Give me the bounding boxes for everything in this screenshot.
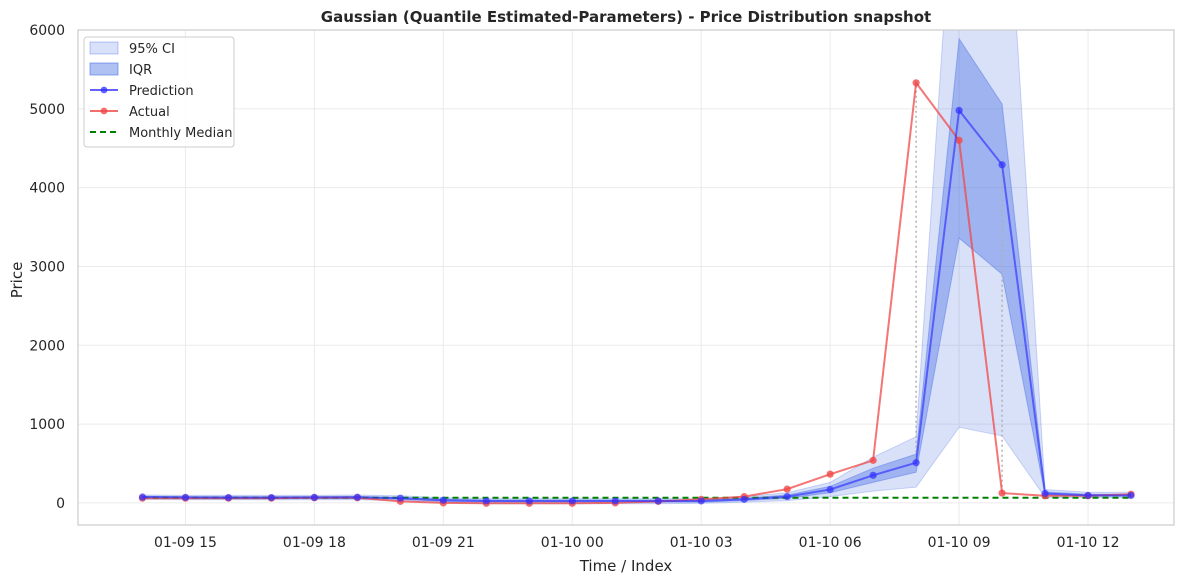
x-tick-label: 01-09 18 xyxy=(283,535,346,551)
prediction-point xyxy=(697,497,705,505)
prediction-point xyxy=(912,459,920,467)
chart-title: Gaussian (Quantile Estimated-Parameters)… xyxy=(321,8,931,26)
prediction-point xyxy=(310,493,318,502)
prediction-point xyxy=(396,494,404,502)
prediction-point xyxy=(525,497,533,505)
actual-point xyxy=(912,79,920,87)
prediction-point xyxy=(826,485,834,494)
x-axis-label: Time / Index xyxy=(579,557,673,575)
prediction-point xyxy=(998,161,1006,169)
legend-swatch-95-ci xyxy=(89,41,119,55)
prediction-point xyxy=(740,495,748,503)
x-tick-label: 01-10 00 xyxy=(541,535,604,551)
prediction-point xyxy=(869,471,877,479)
legend-box xyxy=(83,36,235,148)
y-tick-label: 5000 xyxy=(29,102,65,118)
plot-frame xyxy=(77,29,1175,526)
grid-lines xyxy=(78,29,1174,525)
y-tick-label: 3000 xyxy=(29,259,65,275)
legend-swatch-iqr xyxy=(89,62,119,76)
actual-point xyxy=(998,489,1006,497)
prediction-point xyxy=(568,497,576,505)
plot-area xyxy=(138,30,1135,507)
prediction-point xyxy=(611,497,619,505)
legend-label-iqr: IQR xyxy=(129,63,152,78)
prediction-point xyxy=(1127,491,1135,500)
y-tick-label: 2000 xyxy=(29,338,65,354)
y-tick-label: 4000 xyxy=(29,181,65,197)
y-tick-label: 1000 xyxy=(29,417,65,433)
y-tick-label: 0 xyxy=(56,496,65,512)
prediction-point xyxy=(181,493,190,502)
legend-marker-prediction xyxy=(100,86,108,94)
y-axis-label: Price xyxy=(8,262,26,299)
prediction-point xyxy=(138,493,147,501)
legend: 95% CI IQR Prediction Actual Monthly Median xyxy=(83,36,235,148)
prediction-point xyxy=(654,497,662,505)
prediction-line xyxy=(142,107,1131,502)
prediction-point xyxy=(783,493,791,501)
prediction-point xyxy=(1041,489,1049,498)
x-tick-label: 01-10 12 xyxy=(1057,535,1120,551)
legend-label-actual: Actual xyxy=(129,105,170,120)
x-tick-label: 01-10 03 xyxy=(670,535,733,551)
y-tick-label: 6000 xyxy=(29,23,65,39)
prediction-point xyxy=(439,496,447,504)
actual-point xyxy=(783,485,791,493)
actual-point xyxy=(826,470,834,478)
legend-marker-actual xyxy=(100,107,108,115)
legend-label-monthly-median: Monthly Median xyxy=(129,126,232,141)
prediction-point xyxy=(1084,491,1092,500)
x-tick-label: 01-10 09 xyxy=(928,535,991,551)
legend-label-95-ci: 95% CI xyxy=(129,42,175,57)
x-tick-label: 01-09 21 xyxy=(412,535,475,551)
prediction-point xyxy=(353,493,361,501)
prediction-point xyxy=(267,493,276,502)
actual-point xyxy=(955,136,963,144)
legend-label-prediction: Prediction xyxy=(129,84,194,99)
x-tick-label: 01-10 06 xyxy=(799,535,862,551)
prediction-point xyxy=(482,497,490,505)
x-tick-label: 01-09 15 xyxy=(154,535,217,551)
actual-point xyxy=(869,456,877,464)
prediction-point xyxy=(224,493,233,502)
prediction-point xyxy=(955,106,963,114)
